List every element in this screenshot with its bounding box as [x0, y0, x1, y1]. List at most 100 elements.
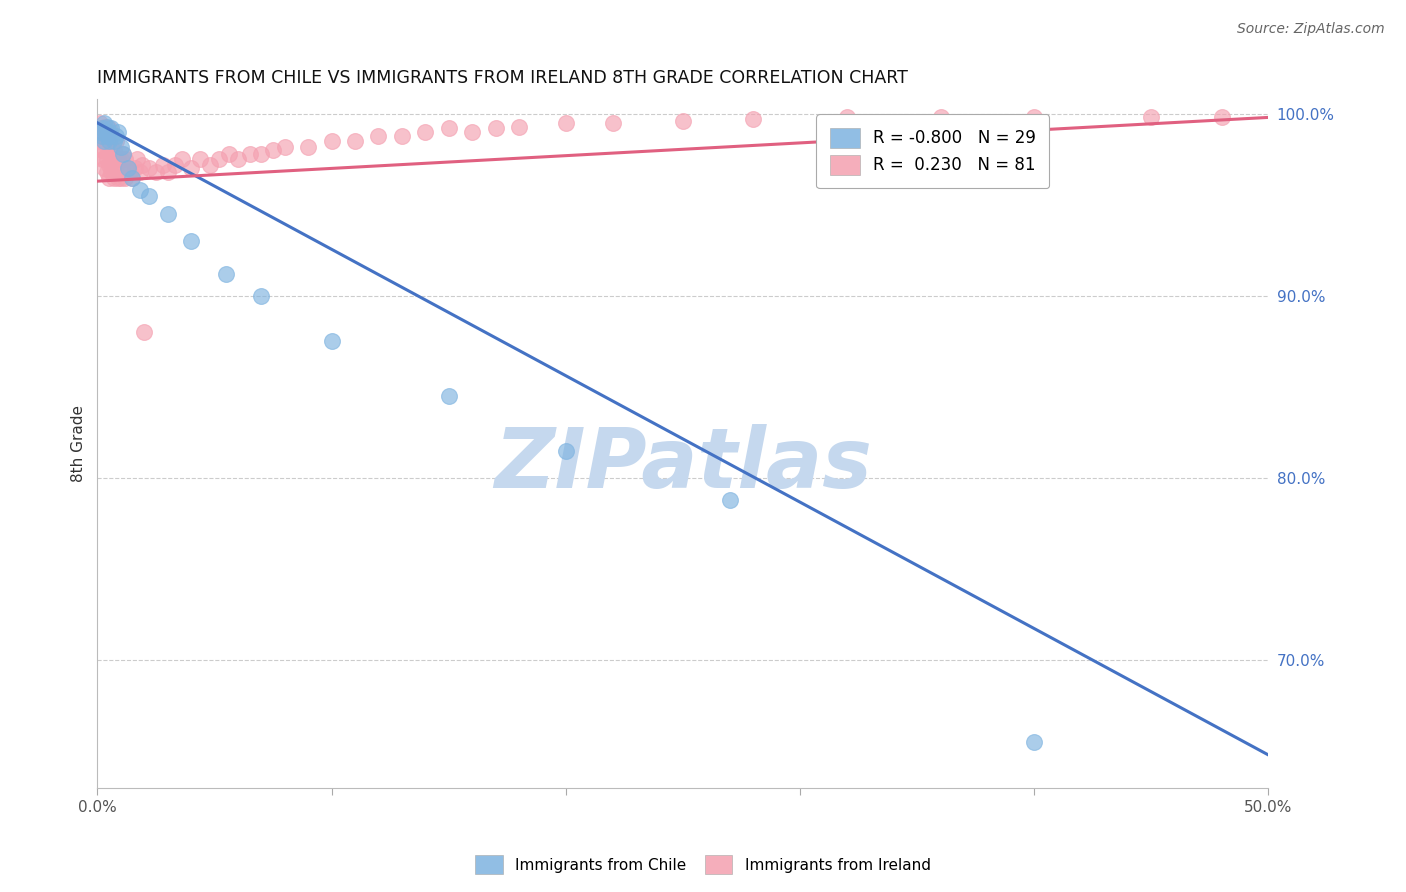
Point [100, 128, 122, 143]
Point [96, 139, 118, 153]
Point [100, 139, 122, 153]
Point [89, 125, 111, 139]
Point [180, 161, 202, 176]
Point [89, 125, 111, 139]
Point [1024, 111, 1046, 125]
Point [274, 139, 297, 153]
Point [107, 170, 129, 185]
Legend: R = -0.800   N = 29, R =  0.230   N = 81: R = -0.800 N = 29, R = 0.230 N = 81 [817, 114, 1049, 188]
Point [554, 116, 576, 130]
Point [89, 134, 111, 148]
Point [100, 153, 122, 167]
Point [98, 158, 121, 172]
Point [138, 188, 160, 202]
Point [198, 158, 221, 172]
Point [343, 134, 366, 148]
Point [89, 116, 111, 130]
Point [554, 443, 576, 458]
Point [100, 165, 122, 179]
Point [127, 153, 149, 167]
Point [105, 165, 128, 179]
Point [602, 116, 624, 130]
Y-axis label: 8th Grade: 8th Grade [72, 405, 86, 482]
Point [152, 158, 174, 172]
Point [170, 153, 193, 167]
Point [250, 289, 273, 303]
Point [91, 121, 114, 136]
Point [112, 146, 135, 161]
Point [93, 143, 115, 157]
Point [226, 153, 249, 167]
Point [124, 161, 146, 176]
Point [239, 146, 262, 161]
Point [218, 146, 240, 161]
Point [672, 114, 695, 128]
Point [1140, 111, 1163, 125]
Point [215, 267, 238, 281]
Point [98, 125, 121, 139]
Point [190, 153, 212, 167]
Point [121, 170, 143, 185]
Point [103, 158, 125, 172]
Point [98, 121, 121, 136]
Point [98, 134, 121, 148]
Point [93, 153, 115, 167]
Point [103, 134, 125, 148]
Point [250, 146, 273, 161]
Point [105, 153, 128, 167]
Point [100, 121, 122, 136]
Point [484, 121, 506, 136]
Point [105, 134, 128, 148]
Point [128, 183, 150, 197]
Point [163, 158, 186, 172]
Point [103, 143, 125, 157]
Point [93, 134, 115, 148]
Point [93, 120, 115, 134]
Point [114, 153, 136, 167]
Point [718, 492, 741, 507]
Point [131, 158, 153, 172]
Point [91, 134, 114, 148]
Point [1211, 111, 1233, 125]
Point [929, 111, 952, 125]
Point [437, 389, 460, 403]
Point [91, 128, 114, 143]
Text: ZIPatlas: ZIPatlas [494, 424, 872, 505]
Point [98, 134, 121, 148]
Point [98, 146, 121, 161]
Point [107, 153, 129, 167]
Point [96, 120, 118, 134]
Point [413, 125, 436, 139]
Point [128, 165, 150, 179]
Point [110, 139, 132, 153]
Point [93, 128, 115, 143]
Point [114, 170, 136, 185]
Point [321, 334, 343, 349]
Point [145, 165, 167, 179]
Point [461, 125, 484, 139]
Point [93, 116, 115, 130]
Point [121, 170, 143, 185]
Point [391, 128, 413, 143]
Point [91, 153, 114, 167]
Point [96, 128, 118, 143]
Point [110, 153, 132, 167]
Text: Source: ZipAtlas.com: Source: ZipAtlas.com [1237, 22, 1385, 37]
Point [156, 207, 179, 221]
Legend: Immigrants from Chile, Immigrants from Ireland: Immigrants from Chile, Immigrants from I… [470, 849, 936, 880]
Point [112, 146, 135, 161]
Point [96, 125, 118, 139]
Point [96, 153, 118, 167]
Point [367, 128, 389, 143]
Point [508, 120, 530, 134]
Point [262, 143, 284, 157]
Point [156, 165, 179, 179]
Point [96, 165, 118, 179]
Point [110, 170, 132, 185]
Point [835, 111, 858, 125]
Point [91, 143, 114, 157]
Text: IMMIGRANTS FROM CHILE VS IMMIGRANTS FROM IRELAND 8TH GRADE CORRELATION CHART: IMMIGRANTS FROM CHILE VS IMMIGRANTS FROM… [97, 69, 908, 87]
Point [321, 134, 343, 148]
Point [98, 170, 121, 185]
Point [134, 326, 156, 340]
